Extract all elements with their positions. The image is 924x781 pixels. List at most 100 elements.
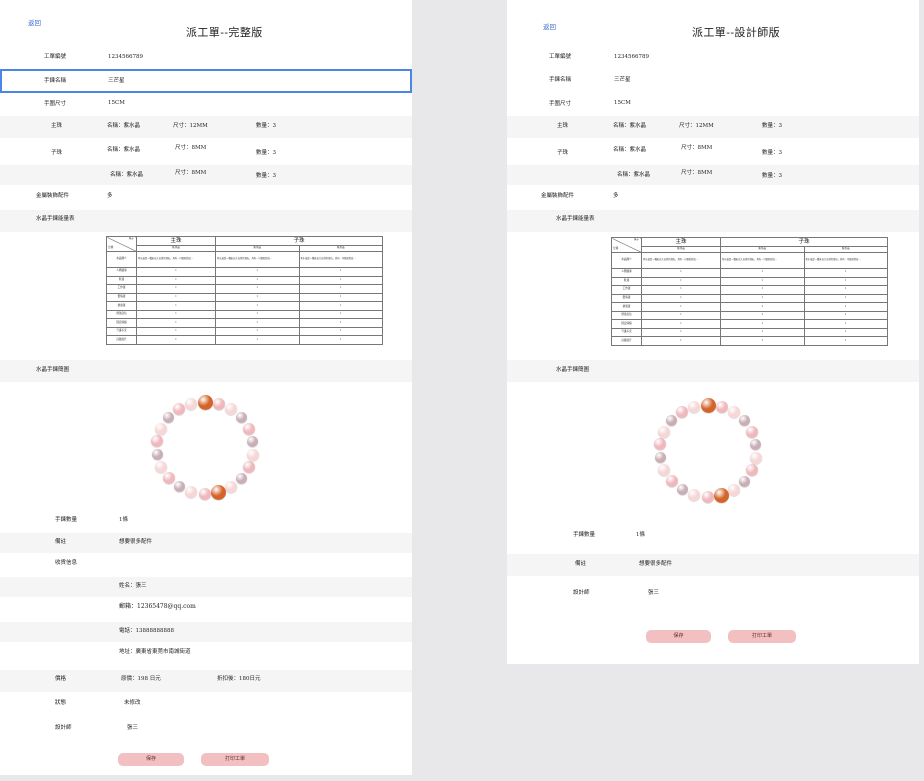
table-row: 人際關係 1 1 1: [611, 268, 888, 278]
table-row: 守護平安 1 1 1: [106, 326, 383, 337]
note-row: 備註 想要很多配件: [507, 554, 919, 576]
diagram-header-row: 水晶手鍊簡圖: [0, 360, 412, 382]
energy-value-cell: 1: [136, 301, 216, 311]
print-order-button[interactable]: 打印工單: [728, 630, 796, 643]
energy-category-cell: 守護平安: [611, 327, 642, 338]
energy-value-cell: 1: [298, 292, 383, 303]
sub-bead-2-name: 名稱：紫水晶: [617, 172, 651, 178]
designer-row: 設計師 張三: [507, 586, 919, 602]
energy-category-cell: 健康運: [106, 301, 137, 311]
energy-category-cell: 財運: [611, 276, 642, 287]
table-row: 工作運 1 1 1: [106, 284, 383, 294]
energy-value-cell: 1: [641, 293, 721, 304]
main-bead-label: 主珠: [51, 123, 63, 129]
sub-bead: [163, 412, 175, 424]
energy-value-cell: 1: [641, 276, 721, 287]
quantity-row: 手鍊數量 1條: [0, 513, 412, 529]
metal-accessory-row: 金屬裝飾配件 多: [507, 188, 919, 206]
sub-bead-2-qty: 數量：3: [256, 173, 276, 179]
sub-bead: [654, 438, 667, 451]
energy-value-cell: 1: [215, 275, 300, 286]
print-order-button[interactable]: 打印工單: [201, 753, 269, 766]
energy-value-cell: 1: [298, 318, 383, 328]
sub-bead: [666, 415, 678, 427]
status-value: 未修改: [124, 700, 141, 706]
table-row: 守護平安 1 1 1: [611, 327, 888, 338]
sub-bead-name: 名稱：紫水晶: [107, 147, 141, 153]
note-value: 想要很多配件: [639, 561, 673, 567]
energy-value-cell: 1: [720, 268, 805, 278]
sub-bead: [750, 438, 761, 450]
energy-value-cell: 1: [641, 302, 721, 312]
diagram-label: 水晶手鍊簡圖: [36, 367, 70, 373]
sub-bead: [727, 406, 740, 419]
diagram-header-row: 水晶手鍊簡圖: [507, 360, 919, 382]
energy-value-cell: 1: [641, 268, 721, 278]
energy-value-cell: 1: [215, 309, 300, 320]
wrist-size-value: 15CM: [614, 100, 631, 106]
quantity-label: 手鍊數量: [573, 532, 596, 538]
bracelet-name-row[interactable]: 手鍊名稱 三芒星: [0, 69, 412, 93]
back-link[interactable]: 返回: [28, 19, 41, 27]
table-row: 穩定情緒 1 1 1: [611, 319, 888, 329]
energy-value-cell: 1: [803, 285, 888, 295]
designer-work-order-panel: 返回 派工單--設計師版 工單編號 1234566789 手鍊名稱 三芒星 手圍…: [507, 0, 919, 664]
quantity-label: 手鍊數量: [55, 517, 78, 523]
metal-accessory-label: 金屬裝飾配件: [36, 193, 70, 199]
energy-value-cell: 1: [215, 284, 300, 294]
sub-bead-row-2: 名稱：紫水晶 尺寸：8MM 數量：3: [0, 165, 412, 185]
save-button[interactable]: 保存: [646, 630, 711, 643]
energy-category-cell: 守護平安: [106, 326, 137, 337]
sub-bead: [676, 484, 688, 496]
order-no-row: 工單編號 1234566789: [507, 51, 919, 65]
energy-table-label: 水晶手鍊能量表: [556, 216, 595, 222]
main-bead-qty: 數量：3: [762, 123, 782, 129]
order-no-row: 工單編號 1234566789: [0, 51, 412, 65]
phone-value: 電話：13888888888: [119, 628, 174, 634]
sub-bead: [212, 397, 225, 410]
sub-bead: [745, 425, 758, 438]
sub-bead: [242, 461, 255, 474]
sub-bead: [727, 483, 740, 496]
sub-bead-qty: 數量：3: [256, 150, 276, 156]
energy-value-cell: 1: [298, 275, 383, 286]
energy-table-label: 水晶手鍊能量表: [36, 216, 75, 222]
wrist-size-value: 15CM: [108, 100, 125, 106]
energy-value-cell: 1: [298, 301, 383, 311]
corner-cell: 珠子 分類: [611, 237, 642, 253]
intro-label-cell: 水晶簡介: [611, 252, 642, 269]
sub-bead: [151, 435, 164, 448]
discount-price: 折扣後：180日元: [217, 676, 261, 682]
main-bead-label: 主珠: [557, 123, 569, 129]
diagram-label: 水晶手鍊簡圖: [556, 367, 590, 373]
receipt-row: 收貨信息: [0, 556, 412, 572]
sub-bead: [242, 422, 255, 435]
wrist-size-label: 手圍尺寸: [549, 101, 572, 107]
main-bead: [197, 394, 213, 410]
order-no-value: 1234566789: [108, 54, 143, 60]
energy-category-cell: 自我提升: [106, 335, 137, 345]
main-bead-size: 尺寸：12MM: [173, 123, 208, 129]
energy-value-cell: 1: [720, 293, 805, 304]
energy-value-cell: 1: [136, 318, 216, 328]
sub-bead: [654, 452, 666, 464]
sub-bead-row: 子珠 名稱：紫水晶 尺寸：8MM 數量：3: [0, 140, 412, 164]
table-row: 愛情運 1 1 1: [106, 292, 383, 303]
energy-category-cell: 人際關係: [611, 268, 642, 278]
energy-value-cell: 1: [641, 310, 721, 321]
order-no-value: 1234566789: [614, 54, 649, 60]
energy-value-cell: 1: [641, 285, 721, 295]
back-link[interactable]: 返回: [543, 23, 556, 31]
energy-value-cell: 1: [803, 327, 888, 338]
save-button[interactable]: 保存: [118, 753, 184, 766]
sub-bead-2-size: 尺寸：8MM: [175, 170, 207, 176]
sub-bead: [658, 425, 671, 438]
sub-bead: [151, 449, 163, 461]
bracelet-name-value: 三芒星: [614, 77, 631, 83]
table-row: 穩定情緒 1 1 1: [106, 318, 383, 328]
table-row: 財運 1 1 1: [106, 275, 383, 286]
table-row: 健康運 1 1 1: [611, 302, 888, 312]
energy-table: 珠子 分類 主珠 子珠 紫水晶 紫水晶 紫水晶 水晶簡介 紫水晶是一種來自大自然的寶石，具有…可…: [611, 237, 888, 346]
energy-category-cell: 穩定情緒: [106, 318, 137, 328]
energy-value-cell: 1: [215, 267, 300, 277]
